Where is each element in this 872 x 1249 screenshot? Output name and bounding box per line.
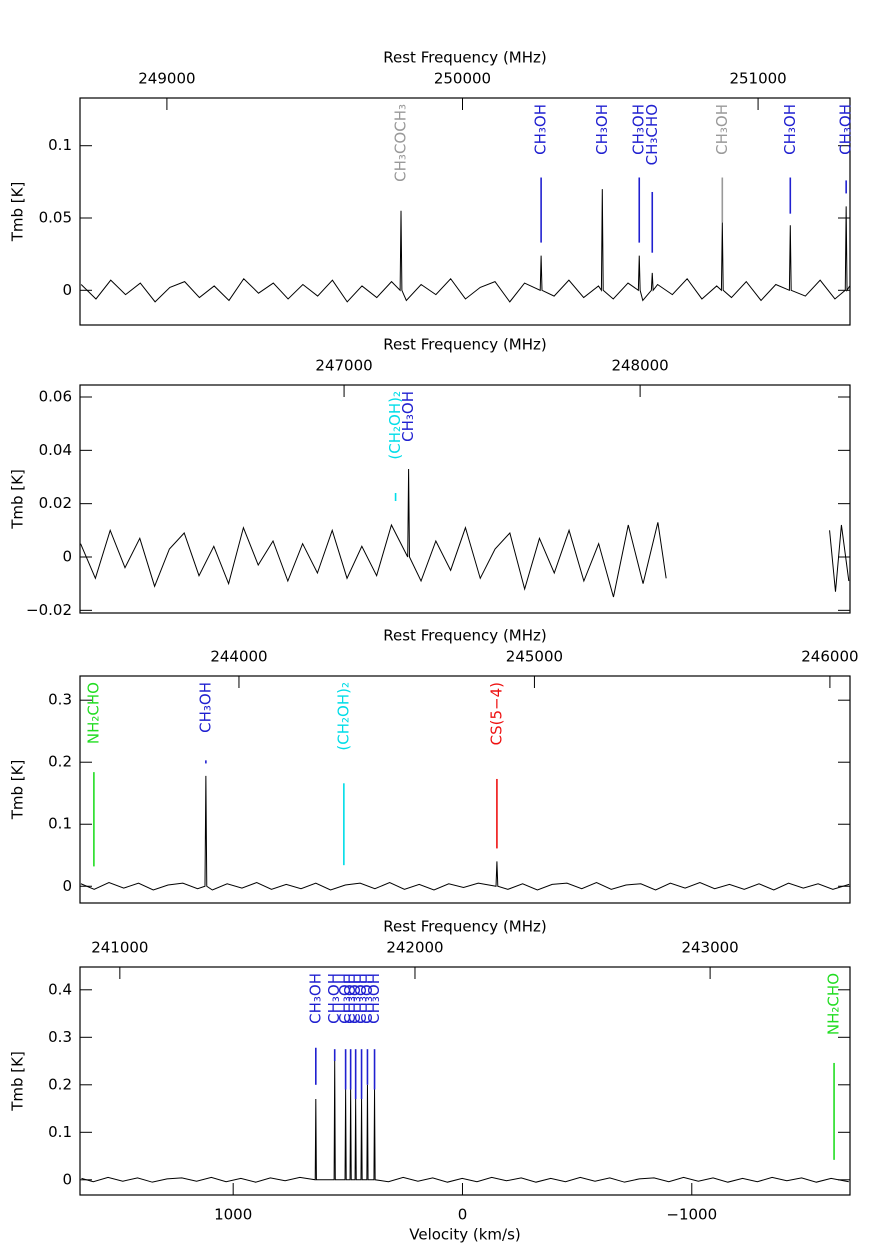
y-tick-label: 0 <box>62 1170 72 1188</box>
line-label: CH₃OH <box>365 973 383 1024</box>
y-tick-label: 0.4 <box>48 980 72 998</box>
y-axis-label: Tmb [K] <box>9 469 27 530</box>
axis-title: Rest Frequency (MHz) <box>383 336 547 354</box>
x2-tick-label: 0 <box>458 1206 468 1224</box>
x-tick-label: 241000 <box>91 939 148 957</box>
axis-title: Rest Frequency (MHz) <box>383 49 547 67</box>
line-label: CH₃OH <box>532 104 550 155</box>
line-label: CH₃OH <box>341 973 359 1024</box>
line-label: (CH₂OH)₂ <box>386 391 404 460</box>
line-label: CH₃OH <box>713 104 731 155</box>
plot-frame <box>79 675 851 904</box>
line-label: CH₃OH <box>630 104 648 155</box>
y-axis-label: Tmb [K] <box>9 760 27 821</box>
x-tick-label: 245000 <box>506 648 563 666</box>
line-label: CH₃OH <box>196 682 214 733</box>
x-tick-label: 250000 <box>434 70 491 88</box>
spectrum <box>80 468 850 598</box>
y-tick-label: 0.1 <box>48 1123 72 1141</box>
x2-tick-label: 1000 <box>214 1206 252 1224</box>
line-label: CH₃OH <box>346 973 364 1024</box>
x2-tick-label: −1000 <box>666 1206 717 1224</box>
line-label: CH₃OH <box>358 973 376 1024</box>
line-label: CH₃OH <box>306 973 324 1024</box>
line-label: CH₃COCH₃ <box>392 104 410 182</box>
spectrum <box>80 189 851 303</box>
spectrum <box>80 775 850 891</box>
axis-title: Rest Frequency (MHz) <box>383 627 547 645</box>
line-label: CH₃CHO <box>643 104 661 165</box>
line-label: CH₃OH <box>336 973 354 1024</box>
y-tick-label: 0.1 <box>48 136 72 154</box>
x-tick-label: 247000 <box>315 357 372 375</box>
x-tick-label: 249000 <box>138 70 195 88</box>
y-tick-label: 0 <box>62 877 72 895</box>
line-label: CH₃OH <box>593 104 611 155</box>
y-tick-label: −0.02 <box>26 601 72 619</box>
line-label: CH₃OH <box>352 973 370 1024</box>
y-tick-label: 0.04 <box>39 441 72 459</box>
line-label: (CH₂OH)₂ <box>334 682 352 751</box>
x-tick-label: 244000 <box>210 648 267 666</box>
line-label: CH₃OH <box>399 391 417 442</box>
y-tick-label: 0.2 <box>48 753 72 771</box>
line-label: CH₃OH <box>837 104 855 155</box>
x-axis-label: Velocity (km/s) <box>409 1226 520 1244</box>
y-axis-label: Tmb [K] <box>9 1051 27 1112</box>
y-tick-label: 0.2 <box>48 1075 72 1093</box>
line-label: CH₃OH <box>781 104 799 155</box>
x-tick-label: 246000 <box>801 648 858 666</box>
y-tick-label: 0.3 <box>48 691 72 709</box>
x-tick-label: 251000 <box>729 70 786 88</box>
plot-frame <box>79 97 851 326</box>
line-label: NH₂CHO <box>84 682 102 744</box>
x-tick-label: 243000 <box>681 939 738 957</box>
y-tick-label: 0 <box>62 281 72 299</box>
y-tick-label: 0.02 <box>39 494 72 512</box>
y-tick-label: 0.05 <box>39 209 72 227</box>
y-tick-label: 0.1 <box>48 815 72 833</box>
axis-title: Rest Frequency (MHz) <box>383 918 547 936</box>
line-label: CH₃OH <box>325 973 343 1024</box>
spectrum <box>81 1061 849 1183</box>
plot-frame <box>79 384 851 614</box>
plot-frame <box>79 966 851 1196</box>
y-tick-label: 0.06 <box>39 388 72 406</box>
x-tick-label: 248000 <box>611 357 668 375</box>
x-tick-label: 242000 <box>386 939 443 957</box>
y-tick-label: 0 <box>62 548 72 566</box>
y-tick-label: 0.3 <box>48 1028 72 1046</box>
y-axis-label: Tmb [K] <box>9 182 27 243</box>
line-label: CS(5−4) <box>487 682 505 745</box>
line-label: NH₂CHO <box>825 973 843 1035</box>
